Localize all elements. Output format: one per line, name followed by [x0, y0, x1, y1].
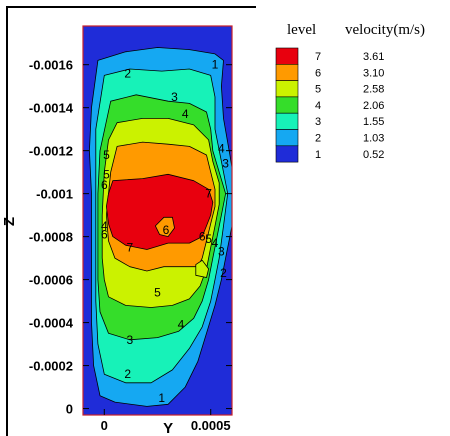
- y-tick-label: -0.0016: [29, 58, 73, 73]
- contour-band-level-7: [106, 173, 214, 250]
- contour-label: 7: [126, 240, 133, 254]
- contour-label: 3: [171, 90, 178, 104]
- contour-label: 4: [101, 219, 108, 233]
- y-tick-label: -0.0008: [29, 230, 73, 245]
- contour-label: 4: [212, 236, 219, 250]
- contour-label: 4: [178, 318, 185, 332]
- legend-value: 0.52: [363, 149, 384, 161]
- legend-value: 3.61: [363, 51, 384, 63]
- contour-label: 4: [182, 107, 189, 121]
- contour-label: 3: [126, 333, 133, 347]
- contour-label: 6: [101, 227, 108, 241]
- contour-label: 1: [158, 391, 165, 405]
- contour-island-1: [154, 216, 175, 238]
- contour-label: 6: [199, 230, 206, 244]
- contour-label: 6: [101, 178, 108, 192]
- contour-label: 3: [218, 245, 225, 259]
- contour-label: 6: [163, 223, 170, 237]
- legend-value: 1.03: [363, 133, 384, 145]
- legend-swatch-level-5: [275, 80, 299, 98]
- legend-swatch-level-1: [275, 145, 299, 163]
- legend-swatch-level-7: [275, 47, 299, 65]
- legend-swatch-level-3: [275, 112, 299, 130]
- x-axis-label: Y: [163, 420, 173, 436]
- x-tick-label: 0.0005: [191, 418, 231, 433]
- legend-swatch-level-2: [275, 129, 299, 147]
- contour-label: 5: [154, 285, 161, 299]
- legend-value: 3.10: [363, 67, 384, 79]
- y-tick-label: -0.001: [36, 187, 73, 202]
- y-tick-label: -0.0012: [29, 144, 73, 159]
- legend-level: 5: [315, 84, 321, 96]
- image-frame-top: [6, 6, 256, 8]
- contour-label: 5: [205, 232, 212, 246]
- image-frame-left: [6, 6, 8, 436]
- legend-level: 7: [315, 51, 321, 63]
- contour-label: 4: [218, 142, 225, 156]
- legend-level-header: level: [287, 22, 316, 38]
- contour-label: 1: [212, 58, 219, 72]
- contour-label: 2: [124, 367, 131, 381]
- y-tick-label: -0.0004: [29, 316, 74, 331]
- y-tick-label: 0: [66, 402, 73, 417]
- legend-level: 1: [315, 149, 321, 161]
- legend-value: 2.06: [363, 100, 384, 112]
- legend-value: 2.58: [363, 84, 384, 96]
- contour-island-2: [195, 259, 210, 278]
- contour-label: 7: [205, 187, 212, 201]
- y-tick-label: -0.0014: [29, 101, 74, 116]
- legend-value: 1.55: [363, 116, 384, 128]
- x-tick-label: 0: [101, 418, 108, 433]
- y-axis-label: Z: [1, 217, 18, 226]
- plot-border: [82, 25, 233, 416]
- contour-label: 5: [103, 148, 110, 162]
- y-tick-label: -0.0006: [29, 273, 73, 288]
- legend-level: 3: [315, 116, 321, 128]
- contour-fill-group: [89, 47, 232, 407]
- y-tick-label: -0.0002: [29, 359, 73, 374]
- contour-label: 2: [220, 266, 227, 280]
- legend-value-header: velocity(m/s): [345, 22, 425, 38]
- legend-level: 2: [315, 133, 321, 145]
- legend-swatch-level-6: [275, 64, 299, 81]
- contour-label: 3: [222, 157, 229, 171]
- contour-label: 2: [124, 66, 131, 80]
- legend-level: 6: [315, 67, 321, 79]
- legend-swatch-level-4: [275, 96, 299, 114]
- contour-label: 5: [103, 167, 110, 181]
- legend-level: 4: [315, 100, 321, 112]
